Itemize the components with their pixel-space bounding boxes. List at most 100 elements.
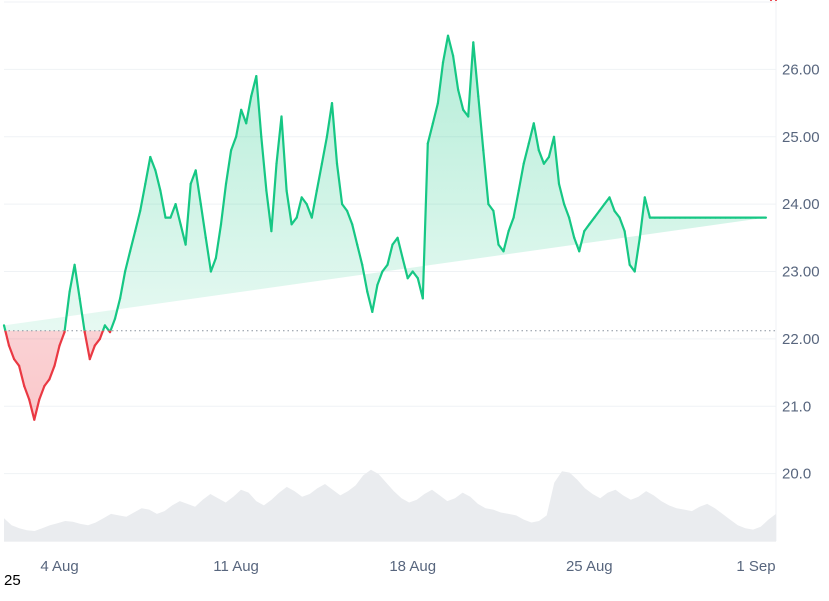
price-point bbox=[53, 364, 56, 367]
price-point bbox=[113, 317, 117, 320]
price-point bbox=[33, 418, 36, 421]
price-point bbox=[739, 216, 742, 219]
price-point bbox=[330, 102, 334, 105]
price-point bbox=[774, 0, 778, 2]
x-axis: 4 Aug 11 Aug 18 Aug 25 Aug 1 Sep bbox=[40, 558, 775, 575]
price-line-up bbox=[2, 34, 766, 331]
price-point bbox=[754, 216, 757, 219]
x-tick-label: 11 Aug bbox=[213, 558, 259, 575]
price-point bbox=[28, 398, 31, 401]
price-point bbox=[204, 236, 207, 239]
price-point bbox=[462, 108, 465, 111]
price-point bbox=[563, 203, 566, 206]
y-tick-label: 25.00 bbox=[782, 129, 820, 146]
price-point bbox=[734, 216, 737, 219]
price-point bbox=[694, 216, 697, 219]
y-tick-label: 23.00 bbox=[782, 264, 820, 281]
price-point bbox=[663, 216, 667, 219]
price-point bbox=[144, 182, 147, 185]
price-point bbox=[532, 122, 535, 125]
price-point bbox=[764, 216, 768, 219]
price-point bbox=[613, 209, 616, 212]
price-point bbox=[174, 203, 177, 206]
price-point bbox=[230, 149, 233, 152]
price-point bbox=[103, 324, 106, 327]
price-point bbox=[83, 331, 86, 334]
price-point bbox=[179, 223, 182, 226]
price-point bbox=[744, 216, 747, 219]
price-point bbox=[598, 209, 601, 212]
price-point bbox=[699, 216, 702, 219]
price-point bbox=[436, 102, 439, 105]
price-point bbox=[98, 337, 101, 340]
volume-area-path bbox=[4, 469, 776, 541]
price-point bbox=[457, 88, 460, 91]
price-point bbox=[512, 216, 515, 219]
price-point bbox=[507, 230, 510, 233]
price-point bbox=[568, 216, 571, 219]
price-point bbox=[245, 122, 248, 125]
price-point bbox=[214, 256, 217, 260]
price-point bbox=[426, 142, 429, 145]
price-point bbox=[48, 378, 51, 381]
price-point bbox=[674, 216, 677, 219]
x-tick-label: 4 Aug bbox=[40, 558, 78, 575]
footer-label: 25 bbox=[4, 572, 21, 589]
price-point bbox=[129, 250, 132, 253]
price-point bbox=[18, 364, 21, 367]
price-point bbox=[588, 223, 591, 226]
price-point bbox=[58, 344, 61, 347]
price-point bbox=[633, 270, 636, 273]
price-point bbox=[335, 162, 339, 165]
price-point bbox=[482, 149, 485, 152]
price-point bbox=[189, 182, 192, 185]
price-point bbox=[492, 209, 495, 212]
price-point bbox=[714, 216, 717, 219]
price-point bbox=[396, 236, 399, 239]
price-point bbox=[618, 216, 621, 219]
price-point bbox=[305, 203, 308, 206]
price-point bbox=[542, 162, 546, 165]
price-point bbox=[169, 216, 172, 219]
price-point bbox=[310, 216, 313, 219]
price-point bbox=[416, 277, 419, 280]
area-above-baseline bbox=[4, 35, 766, 331]
price-point bbox=[502, 250, 505, 253]
price-point bbox=[653, 216, 657, 219]
price-point bbox=[446, 34, 450, 37]
price-point bbox=[199, 203, 202, 206]
price-point bbox=[759, 216, 763, 219]
price-point bbox=[346, 209, 349, 212]
price-point bbox=[668, 216, 672, 219]
price-point bbox=[769, 0, 773, 2]
price-point bbox=[749, 216, 752, 219]
price-point bbox=[361, 263, 364, 266]
price-point bbox=[119, 297, 122, 300]
volume-area bbox=[4, 469, 776, 541]
x-tick-label: 1 Sep bbox=[736, 558, 775, 575]
price-point bbox=[578, 250, 581, 253]
price-point bbox=[623, 230, 626, 233]
price-point bbox=[487, 203, 490, 206]
price-point bbox=[164, 216, 167, 219]
price-point bbox=[679, 216, 682, 219]
price-point bbox=[290, 223, 293, 226]
price-point bbox=[7, 344, 11, 347]
price-point bbox=[159, 189, 162, 192]
price-point bbox=[295, 216, 298, 219]
y-tick-label: 21.0 bbox=[782, 398, 811, 415]
price-lines bbox=[2, 0, 778, 421]
y-axis: 20.0 21.0 22.00 23.00 24.00 25.00 26.00 bbox=[782, 61, 820, 482]
price-point bbox=[628, 263, 631, 266]
price-point bbox=[704, 216, 707, 219]
price-point bbox=[93, 344, 96, 347]
price-point bbox=[452, 54, 455, 58]
area-below-baseline bbox=[5, 330, 111, 420]
price-point bbox=[68, 290, 71, 293]
price-point bbox=[391, 243, 394, 246]
grid-lines bbox=[4, 68, 776, 475]
price-point bbox=[477, 95, 480, 98]
price-point bbox=[280, 115, 283, 118]
